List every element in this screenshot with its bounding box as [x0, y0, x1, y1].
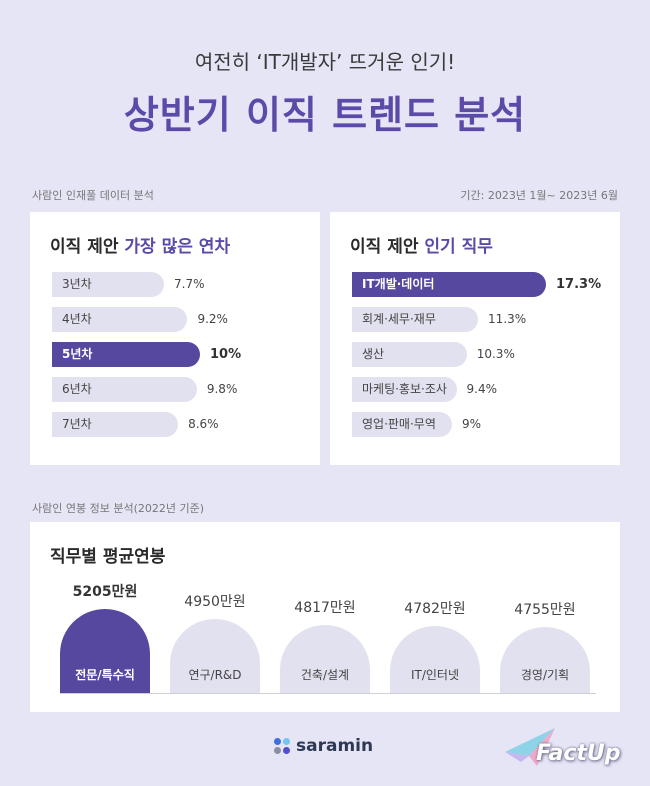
salary-bar-1: 전문/특수직	[60, 609, 150, 693]
bar-value-label: 9.4%	[466, 382, 498, 396]
logo-dot	[283, 738, 290, 745]
bar-4: 마케팅·홍보·조사	[352, 377, 457, 402]
bar-value-label: 8.6%	[188, 417, 219, 431]
salary-source-caption: 사람인 연봉 정보 분석(2022년 기준)	[32, 502, 205, 515]
bar-5: 7년차	[52, 412, 179, 437]
bar-label: 영업·판매·무역	[362, 417, 436, 431]
logo-dot	[283, 747, 290, 754]
salary-baseline	[60, 693, 596, 694]
bar-label: 회계·세무·재무	[362, 312, 436, 326]
salary-bar-label: 연구/R&D	[188, 667, 242, 682]
saramin-logo: saramin	[274, 736, 373, 756]
salary-bar-label: 건축/설계	[300, 667, 350, 682]
bar-value-label: 11.3%	[488, 312, 527, 326]
bar-label: IT개발·데이터	[362, 277, 435, 291]
bar-value-label: 7.7%	[174, 277, 205, 291]
period-caption: 기간: 2023년 1월~ 2023년 6월	[460, 189, 618, 202]
bar-3: 생산	[352, 342, 467, 367]
salary-bar-3: 건축/설계	[280, 624, 370, 693]
panel-jobs-title-highlight: 인기 직무	[424, 237, 493, 257]
salary-value-label: 4817만원	[294, 599, 356, 616]
bar-3: 5년차	[52, 342, 200, 367]
salary-value-label: 4755만원	[514, 602, 576, 618]
salary-value-label: 4950만원	[184, 594, 246, 611]
saramin-logo-text: saramin	[296, 736, 374, 756]
bar-label: 7년차	[62, 417, 92, 431]
bar-value-label: 9.2%	[197, 312, 228, 326]
data-source-caption: 사람인 인재풀 데이터 분석	[32, 189, 154, 202]
panel-years-title-highlight: 가장 많은 연차	[124, 237, 231, 257]
bar-label: 생산	[362, 347, 385, 361]
factup-logo-text: FactUp	[536, 741, 621, 766]
salary-bar-label: IT/인터넷	[410, 667, 460, 682]
logo-dot	[274, 738, 281, 745]
bar-label: 6년차	[62, 382, 92, 396]
panel-salary-title: 직무별 평균연봉	[50, 547, 166, 567]
bar-value-label: 9%	[462, 417, 482, 431]
salary-bar-label: 경영/기획	[520, 668, 570, 682]
bar-5: 영업·판매·무역	[352, 412, 452, 437]
logo-dot	[274, 747, 281, 754]
salary-bar-4: IT/인터넷	[390, 625, 480, 693]
panel-jobs-title: 이직 제안 인기 직무	[350, 232, 493, 257]
bar-1: 3년차	[52, 272, 164, 297]
saramin-logo-icon	[274, 738, 290, 754]
bar-2: 회계·세무·재무	[352, 307, 479, 332]
bar-value-label: 10%	[210, 347, 242, 362]
panel-jobs-title-prefix: 이직 제안	[350, 237, 425, 257]
bar-label: 5년차	[62, 347, 93, 361]
bar-1: IT개발·데이터	[352, 272, 546, 297]
panel-years-title: 이직 제안 가장 많은 연차	[50, 232, 230, 257]
bar-label: 3년차	[62, 277, 92, 291]
panel-years-title-prefix: 이직 제안	[50, 237, 125, 257]
bar-label: 4년차	[62, 312, 92, 326]
salary-value-label: 4782만원	[404, 600, 466, 617]
bar-2: 4년차	[52, 307, 188, 332]
panel-jobs: 이직 제안 인기 직무 IT개발·데이터 17.3% 회계·세무·재무 11.3% 생산…	[330, 212, 620, 465]
panel-years: 이직 제안 가장 많은 연차 3년차 7.7% 4년차 9.2% 5년차 10% 6년차 9.…	[30, 212, 320, 465]
factup-logo: FactUp	[503, 726, 638, 774]
bar-4: 6년차	[52, 377, 197, 402]
bar-value-label: 17.3%	[556, 277, 602, 292]
bar-label: 마케팅·홍보·조사	[362, 382, 447, 396]
salary-bar-5: 경영/기획	[500, 627, 590, 693]
bar-value-label: 10.3%	[476, 347, 515, 361]
bar-value-label: 9.8%	[206, 382, 238, 396]
salary-value-label: 5205만원	[72, 584, 138, 600]
paper-plane-icon	[505, 728, 555, 766]
subtitle: 여전히 ‘IT개발자’ 뜨거운 인기!	[194, 50, 456, 74]
salary-bar-label: 전문/특수직	[75, 668, 135, 682]
salary-bar-2: 연구/R&D	[170, 619, 260, 693]
page-title: 상반기 이직 트렌드 분석	[123, 93, 527, 137]
